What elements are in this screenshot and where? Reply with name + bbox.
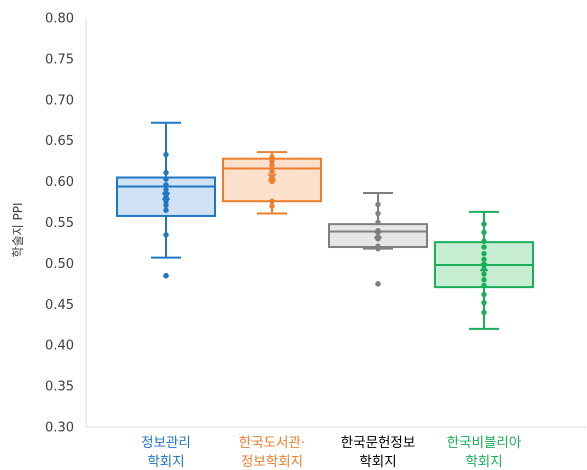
category-label: 한국도서관· [239, 435, 305, 451]
y-tick-label: 0.80 [45, 12, 74, 27]
data-point [163, 207, 169, 213]
data-point [269, 169, 275, 175]
y-tick-label: 0.65 [45, 134, 74, 149]
data-point [269, 154, 275, 160]
data-point [375, 210, 381, 217]
y-tick-label: 0.60 [45, 175, 74, 190]
data-point [481, 277, 487, 283]
data-point [481, 250, 487, 257]
y-tick-label: 0.75 [45, 52, 74, 67]
data-point [481, 244, 487, 250]
data-point [163, 182, 169, 188]
data-point [163, 169, 169, 176]
box-group [328, 192, 428, 287]
y-tick-label: 0.45 [45, 298, 74, 313]
y-tick-label: 0.30 [45, 421, 74, 436]
mean-marker [267, 173, 277, 182]
data-point [481, 282, 487, 289]
y-tick-label: 0.55 [45, 216, 74, 231]
category-label: 정보학회지 [241, 454, 303, 470]
data-point [481, 299, 487, 306]
data-point [375, 245, 381, 252]
box-group [434, 210, 534, 330]
box-series-group [116, 121, 534, 330]
outlier-point [375, 281, 381, 287]
data-point [375, 219, 381, 226]
box-group [222, 151, 322, 215]
data-point [375, 201, 381, 208]
mean-marker [161, 192, 171, 201]
data-point [269, 198, 275, 204]
category-label: 학회지 [147, 454, 184, 470]
mean-marker [479, 263, 489, 272]
y-tick-label: 0.70 [45, 93, 74, 108]
data-point [163, 202, 169, 209]
category-label: 학회지 [465, 454, 502, 470]
y-tick-label: 0.40 [45, 339, 74, 354]
category-label: 정보관리 [141, 435, 191, 451]
data-point [163, 151, 169, 158]
outlier-point [163, 272, 169, 279]
category-label: 한국문헌정보 [341, 435, 416, 451]
data-point [481, 309, 487, 316]
y-tick-label: 0.35 [45, 380, 74, 395]
category-label: 학회지 [359, 454, 396, 470]
y-axis-title: 학술지 PPI [11, 203, 25, 258]
y-axis: 0.80 0.75 0.70 0.65 0.60 0.55 0.50 0.45 0.40 0.35… [45, 12, 74, 436]
data-point [481, 271, 487, 277]
data-point [163, 176, 169, 182]
data-point [163, 198, 169, 204]
data-point [481, 256, 487, 263]
data-point [163, 232, 169, 238]
data-point [269, 203, 275, 209]
category-label: 한국비블리아 [447, 435, 522, 451]
mean-marker [373, 230, 383, 239]
data-point [269, 158, 275, 164]
data-point [481, 291, 487, 298]
y-tick-label: 0.50 [45, 257, 74, 272]
data-point [269, 162, 275, 168]
box-group [116, 121, 216, 279]
data-point [481, 238, 487, 245]
data-point [481, 229, 487, 236]
data-point [481, 221, 487, 227]
